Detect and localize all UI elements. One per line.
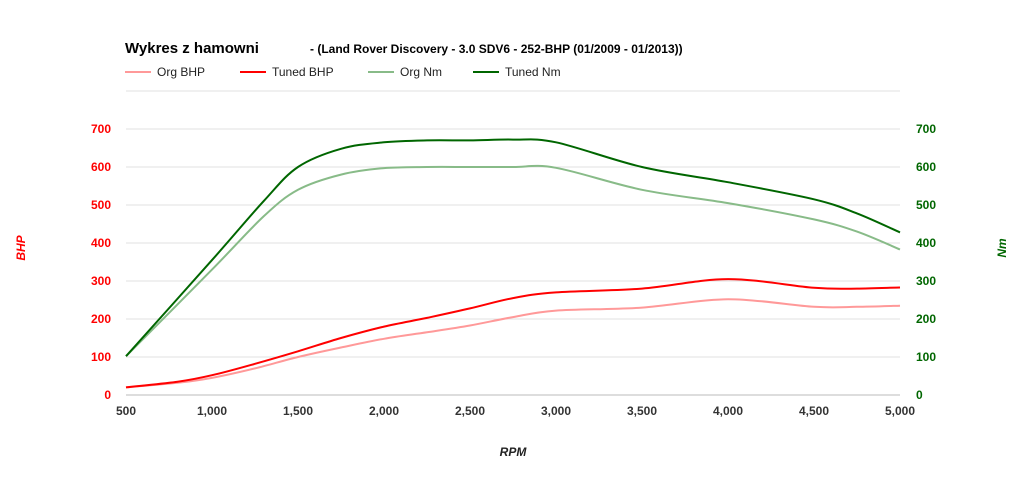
x-tick-label: 2,500 [455,404,485,418]
y-right-tick-label: 500 [916,198,936,212]
x-axis-label: RPM [500,445,528,459]
axis-ticks: 0 100 200 300 400 500 600 700 0 100 200 300 400 500 60… [91,122,936,418]
chart-subtitle: - (Land Rover Discovery - 3.0 SDV6 - 252… [310,42,683,56]
y-right-tick-label: 400 [916,236,936,250]
y-left-tick-label: 700 [91,122,111,136]
series-lines [125,138,901,389]
x-tick-label: 1,000 [197,404,227,418]
legend-label-org-nm: Org Nm [400,65,442,79]
x-tick-label: 3,500 [627,404,657,418]
legend-label-tuned-bhp: Tuned BHP [272,65,334,79]
y-left-tick-label: 0 [104,388,111,402]
x-tick-label: 500 [116,404,136,418]
y-right-tick-label: 300 [916,274,936,288]
x-tick-label: 3,000 [541,404,571,418]
x-tick-label: 1,500 [283,404,313,418]
y-left-tick-label: 500 [91,198,111,212]
legend: Org BHP Tuned BHP Org Nm Tuned Nm [125,65,561,79]
legend-label-tuned-nm: Tuned Nm [505,65,561,79]
series-line-org-bhp [125,298,901,389]
x-tick-label: 4,000 [713,404,743,418]
y-right-tick-label: 0 [916,388,923,402]
y-axis-left-label: BHP [14,234,28,260]
series-line-tuned-bhp [125,278,901,389]
chart-title: Wykres z hamowni [125,40,259,57]
y-left-tick-label: 200 [91,312,111,326]
y-left-tick-label: 600 [91,160,111,174]
y-left-tick-label: 300 [91,274,111,288]
x-tick-label: 4,500 [799,404,829,418]
series-line-org-nm [125,164,901,357]
x-tick-label: 2,000 [369,404,399,418]
y-right-tick-label: 700 [916,122,936,136]
x-tick-label: 5,000 [885,404,915,418]
y-left-tick-label: 400 [91,236,111,250]
y-right-tick-label: 600 [916,160,936,174]
legend-label-org-bhp: Org BHP [157,65,205,79]
y-right-tick-label: 100 [916,350,936,364]
grid [126,90,900,396]
y-right-tick-label: 200 [916,312,936,326]
y-axis-right-label: Nm [995,238,1009,258]
series-line-tuned-nm [125,138,901,357]
y-left-tick-label: 100 [91,350,111,364]
